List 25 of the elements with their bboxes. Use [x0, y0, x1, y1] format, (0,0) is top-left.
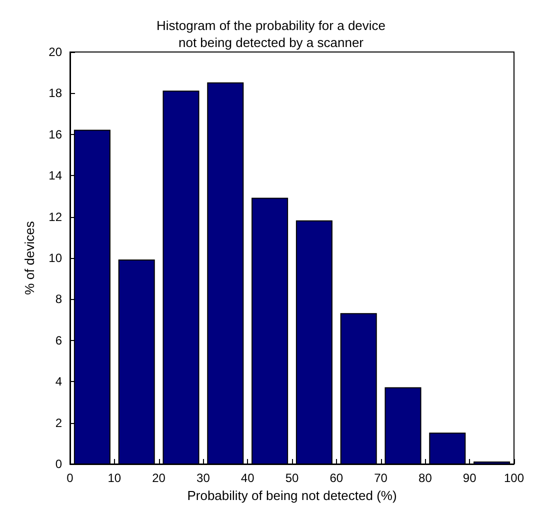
y-tick-label: 0: [55, 457, 62, 471]
x-tick-label: 20: [152, 471, 166, 485]
y-tick-label: 2: [55, 416, 62, 430]
y-tick-label: 14: [48, 168, 62, 183]
x-tick-label: 0: [66, 471, 74, 485]
y-tick-label: 10: [48, 251, 62, 265]
x-tick-label: 60: [330, 471, 344, 485]
y-tick-label: 16: [48, 127, 62, 142]
x-tick-label: 90: [462, 471, 477, 485]
y-tick-label: 8: [55, 292, 62, 306]
x-tick-label: 10: [108, 471, 122, 485]
x-tick-label: 80: [418, 471, 432, 485]
x-tick-label: 40: [240, 471, 255, 485]
x-tick-label: 30: [196, 471, 210, 485]
y-axis-title: % of devices: [22, 220, 37, 295]
y-tick-label: 12: [48, 210, 62, 224]
x-tick-label: 100: [504, 471, 524, 485]
chart-title: Histogram of the probability for a device not being detected by a scanner: [156, 18, 386, 50]
y-tick-label: 18: [48, 86, 62, 100]
y-tick-label: 4: [55, 374, 62, 389]
x-tick-label: 50: [285, 471, 299, 485]
y-tick-label: 6: [55, 333, 62, 348]
x-tick-label: 70: [374, 471, 388, 485]
x-axis-title: Probability of being not detected (%): [187, 488, 397, 503]
y-tick-label: 20: [48, 45, 62, 59]
